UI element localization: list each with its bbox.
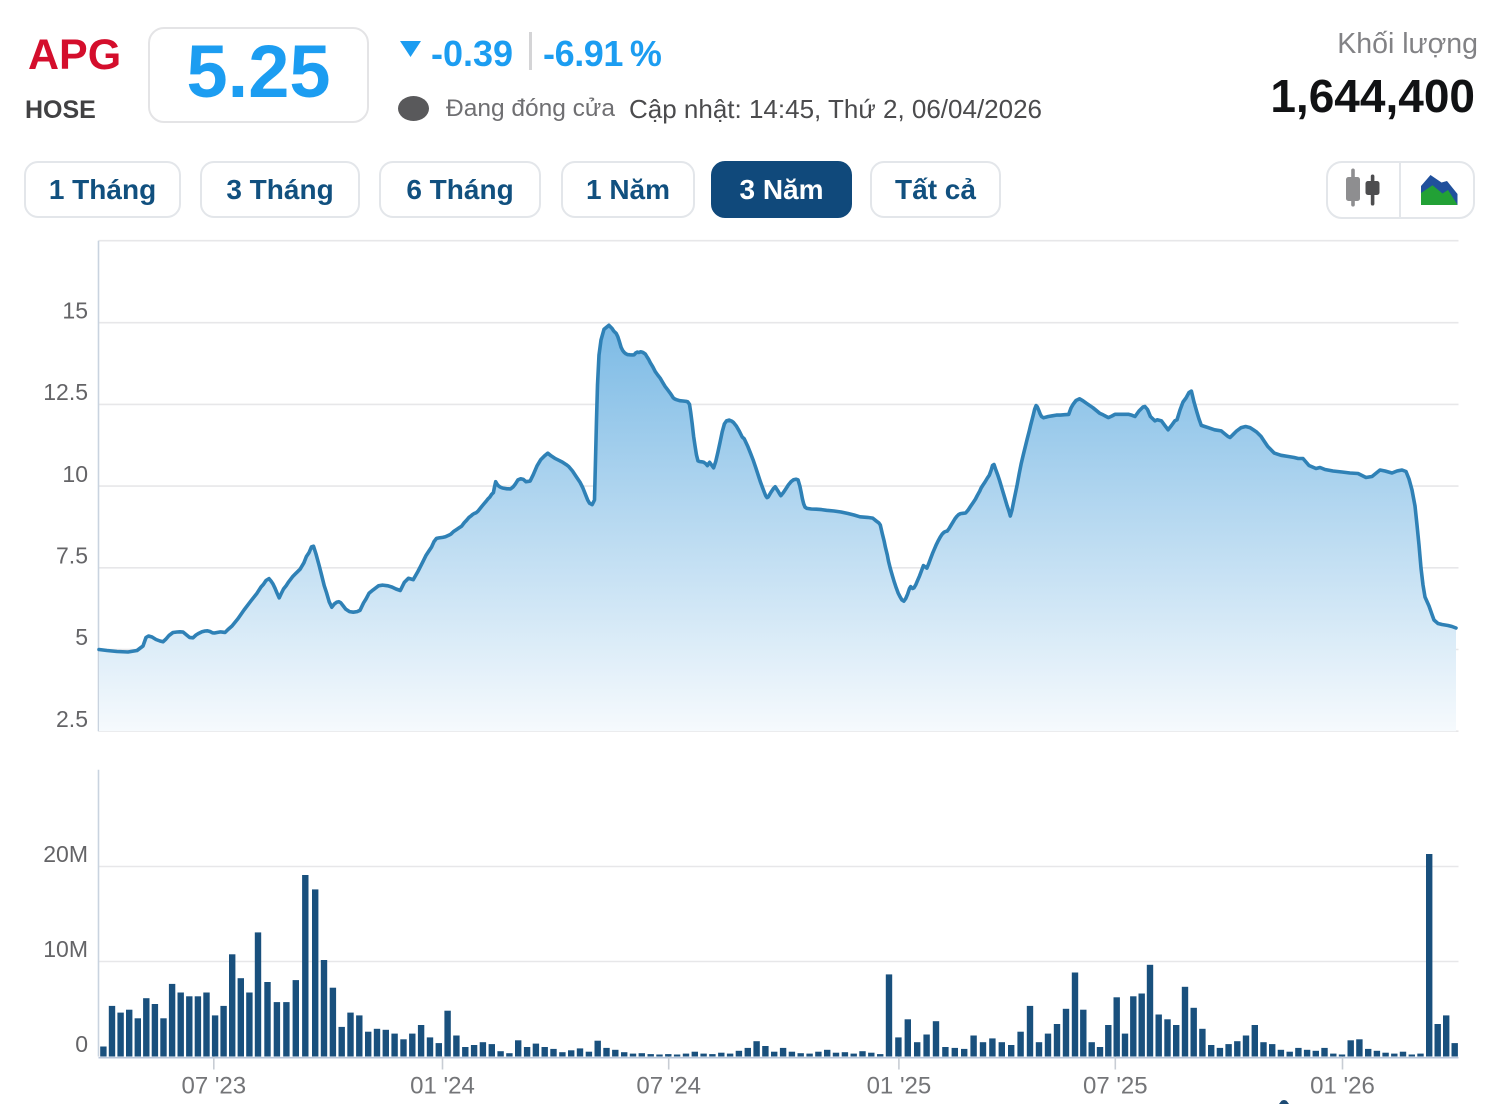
svg-text:7.5: 7.5	[56, 543, 88, 569]
svg-text:07 '23: 07 '23	[181, 1073, 246, 1100]
svg-text:12.5: 12.5	[43, 379, 88, 405]
svg-text:01 '26: 01 '26	[1310, 1073, 1375, 1100]
svg-text:10: 10	[62, 461, 88, 487]
svg-text:07 '25: 07 '25	[1083, 1073, 1148, 1100]
svg-text:01 '24: 01 '24	[410, 1073, 475, 1100]
svg-text:0: 0	[75, 1031, 88, 1057]
svg-text:20M: 20M	[43, 841, 88, 867]
svg-text:10M: 10M	[43, 936, 88, 962]
svg-text:01 '25: 01 '25	[867, 1073, 932, 1100]
svg-text:07 '24: 07 '24	[636, 1073, 701, 1100]
svg-text:2.5: 2.5	[56, 706, 88, 732]
svg-text:15: 15	[62, 297, 88, 323]
svg-text:5: 5	[75, 624, 88, 650]
